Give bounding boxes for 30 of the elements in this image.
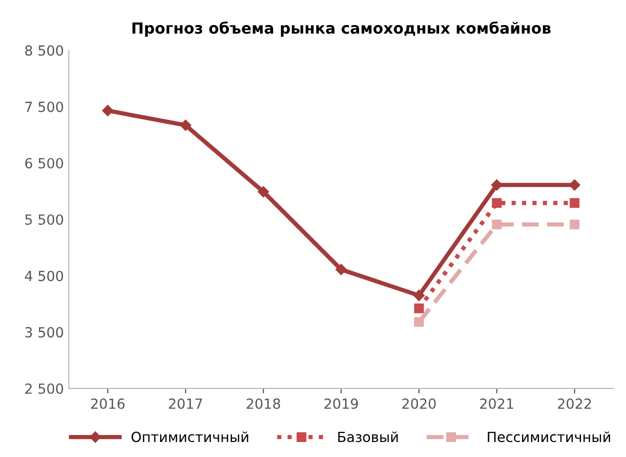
x-tick-label: 2021 <box>480 398 514 409</box>
x-tick-label: 2019 <box>324 398 358 409</box>
point <box>414 317 424 327</box>
legend-label: Пессимистичный <box>488 431 610 442</box>
x-tick-label: 2022 <box>558 398 591 409</box>
y-tick-label: 7 500 <box>25 102 64 112</box>
point <box>102 104 114 116</box>
y-tick-label: 8 500 <box>25 45 64 56</box>
point <box>414 304 424 314</box>
point <box>180 120 192 131</box>
point <box>492 198 502 208</box>
legend-label: Базовый <box>338 431 398 442</box>
y-tick-label: 4 500 <box>24 270 64 282</box>
y-tick-label: 3 500 <box>25 327 64 338</box>
y-tick-label: 2 500 <box>25 383 64 394</box>
point <box>413 290 425 302</box>
y-tick-label: 6 500 <box>25 158 64 168</box>
legend-label: Оптимистичный <box>132 431 248 442</box>
point <box>570 198 580 208</box>
point <box>491 179 502 191</box>
y-tick-label: 5 500 <box>25 214 64 225</box>
x-tick-label: 2018 <box>246 398 280 409</box>
x-tick-label: 2016 <box>91 398 125 409</box>
point <box>258 186 269 198</box>
point <box>570 220 580 230</box>
x-tick-label: 2017 <box>168 398 202 409</box>
x-tick-label: 2020 <box>402 398 436 409</box>
point <box>336 264 347 276</box>
chart-title: Прогноз объема рынка самоходных комбайнов <box>132 21 551 37</box>
point <box>492 220 502 230</box>
